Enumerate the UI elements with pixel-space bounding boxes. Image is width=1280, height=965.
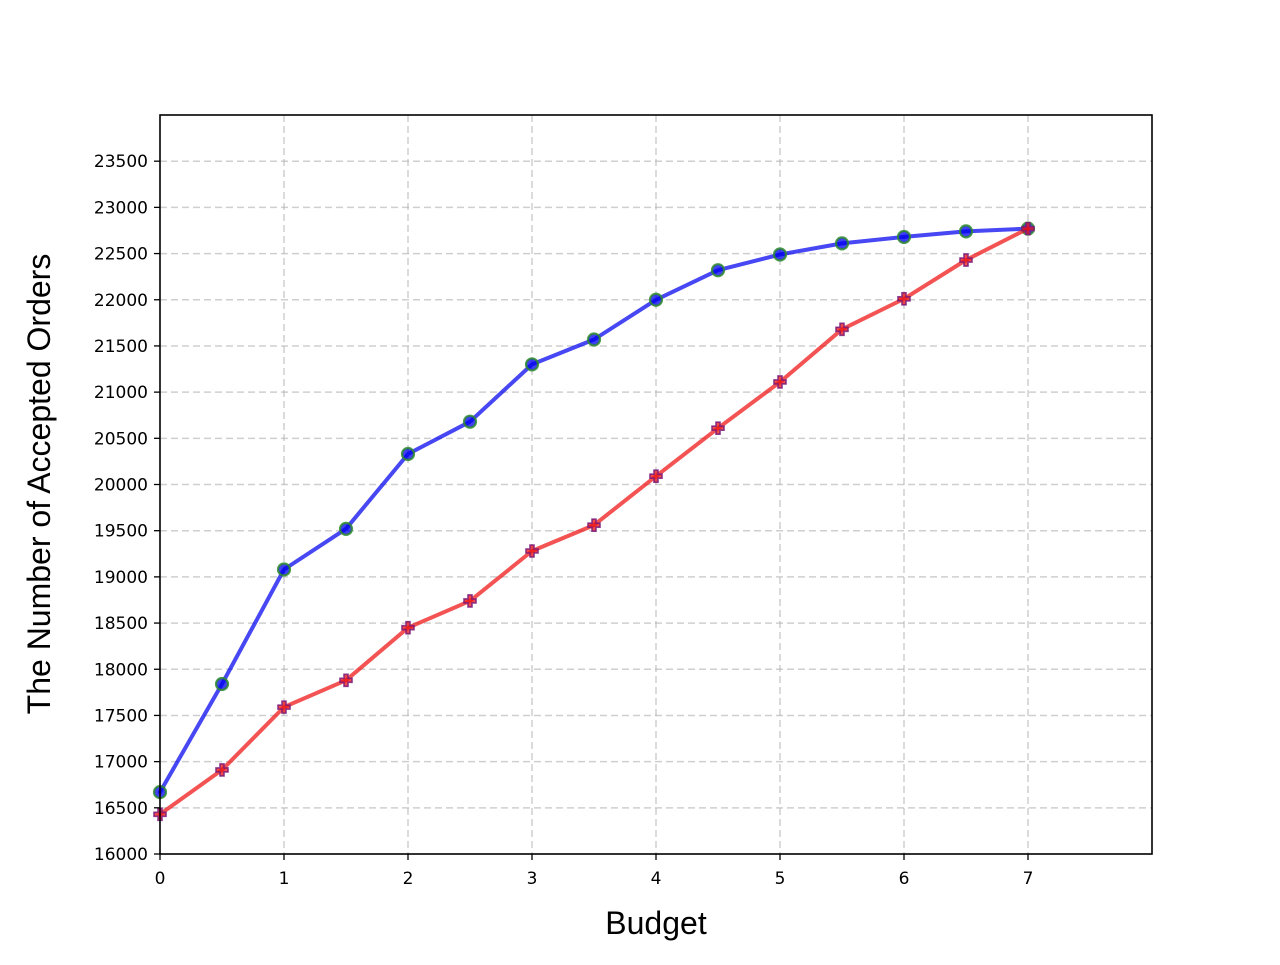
y-tick-label: 20500 <box>94 429 148 449</box>
y-tick-label: 16000 <box>94 845 148 865</box>
y-tick-label: 20000 <box>94 476 148 496</box>
y-tick-label: 19000 <box>94 568 148 588</box>
x-tick-label: 7 <box>1023 869 1034 889</box>
data-point <box>772 247 788 262</box>
axes-ticks: 0 1 2 3 4 5 6 7 16000 16500 17000 17500 18000 18500 19… <box>94 152 1034 889</box>
y-tick-label: 18500 <box>94 614 148 634</box>
x-tick-label: 5 <box>775 869 786 889</box>
data-point <box>896 229 912 245</box>
data-point <box>400 446 416 462</box>
data-point <box>959 253 973 267</box>
x-tick-label: 3 <box>527 869 538 889</box>
x-tick-label: 2 <box>403 869 414 889</box>
y-tick-label: 23000 <box>94 198 148 218</box>
grid <box>160 115 1152 854</box>
x-axis-title: Budget <box>605 905 707 941</box>
y-tick-label: 19500 <box>94 522 148 542</box>
y-tick-label: 21000 <box>94 383 148 403</box>
y-tick-label: 23500 <box>94 152 148 172</box>
y-tick-label: 17500 <box>94 706 148 726</box>
data-point <box>773 375 787 389</box>
y-tick-label: 21500 <box>94 337 148 357</box>
data-point <box>587 518 601 532</box>
data-point <box>277 700 291 714</box>
data-point <box>276 562 292 577</box>
y-tick-label: 17000 <box>94 753 148 773</box>
data-point <box>401 620 415 635</box>
series-1 <box>152 221 1036 800</box>
x-tick-label: 6 <box>899 869 910 889</box>
x-tick-label: 0 <box>155 869 166 889</box>
data-point <box>524 357 540 372</box>
data-point <box>958 224 974 239</box>
data-point <box>897 292 911 306</box>
data-point <box>648 292 664 307</box>
data-point <box>339 673 353 688</box>
data-point <box>1021 221 1035 236</box>
data-point <box>214 676 230 692</box>
x-tick-label: 4 <box>651 869 662 889</box>
data-point <box>834 236 850 251</box>
y-tick-label: 22000 <box>94 291 148 311</box>
data-point <box>835 322 849 337</box>
data-point <box>338 521 354 536</box>
y-tick-label: 16500 <box>94 799 148 819</box>
data-point <box>711 421 725 435</box>
data-point <box>463 594 477 608</box>
data-point <box>649 469 663 483</box>
x-tick-label: 1 <box>279 869 290 889</box>
data-point <box>710 263 726 278</box>
data-point <box>586 332 602 347</box>
data-point <box>525 544 539 558</box>
data-point <box>215 763 229 777</box>
y-axis-title: The Number of Accepted Orders <box>21 254 57 715</box>
y-tick-label: 18000 <box>94 660 148 680</box>
y-tick-label: 22500 <box>94 245 148 265</box>
series-group <box>152 221 1036 822</box>
data-point <box>462 414 478 429</box>
